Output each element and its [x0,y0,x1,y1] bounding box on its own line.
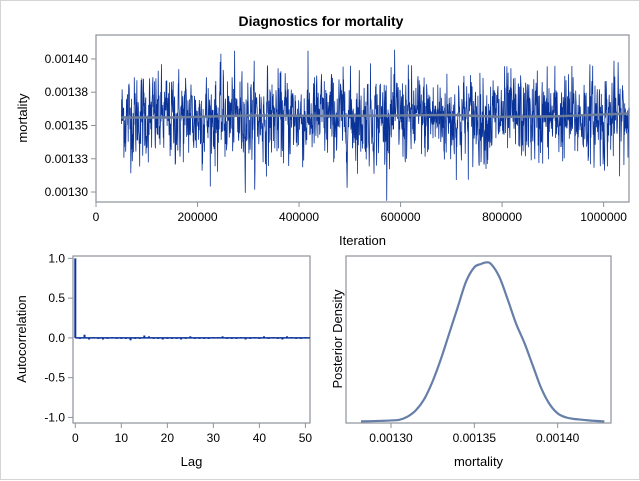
x-tick-label: 1000000 [580,210,627,224]
acf-bar [244,337,247,340]
acf-bar [143,335,146,338]
acf-bar [111,337,114,339]
acf-bar [281,337,284,340]
y-tick-label: 0.00130 [45,185,89,199]
acf-bar [161,337,164,340]
y-tick-label: 0.00135 [45,118,89,132]
x-tick-label: 0.00135 [453,431,497,445]
x-tick-label: 40 [253,431,267,445]
trace-plot: 0 200000 400000 600000 800000 1000000 0.00130 0… [15,34,630,248]
y-axis-label: mortality [15,93,30,143]
acf-bar [97,337,100,339]
acf-bar [299,337,302,339]
acf-bar [272,337,275,339]
density-plot: 0.00130 0.00135 0.00140 mortality Posterior … [330,255,612,469]
acf-bar [78,337,81,339]
y-tick-label: 0.5 [48,291,65,305]
autocorrelation-plot: 0 10 20 30 40 50 -1.0 -0.5 0.0 0.5 1.0 Lag Autocorre… [14,251,312,469]
smoothed-mean-line [121,112,630,119]
chart-title: Diagnostics for mortality [239,13,404,29]
acf-bar [267,337,270,339]
acf-bar [175,337,178,339]
acf-bar [295,337,298,339]
y-axis-label: Autocorrelation [14,295,29,382]
y-tick-label: -1.0 [44,410,65,424]
x-tick-label: 800000 [482,210,522,224]
y-tick-label: 0.0 [48,331,65,345]
acf-bar [276,337,279,339]
acf-bar [262,336,265,338]
y-tick-label: 1.0 [48,251,65,265]
x-tick-label: 200000 [178,210,218,224]
acf-bar [134,337,137,339]
acf-bar [170,337,173,339]
acf-bar [230,337,233,339]
acf-bar [166,337,169,339]
acf-bar [189,336,192,338]
y-tick-label: 0.00140 [45,52,89,66]
x-tick-label: 400000 [279,210,319,224]
x-tick-label: 0.00140 [536,431,580,445]
acf-bar [253,337,256,339]
y-tick-label: 0.00133 [45,152,89,166]
acf-bar [115,337,118,339]
x-tick-label: 30 [207,431,221,445]
acf-bar [239,337,242,339]
x-axis-label: Lag [181,454,203,469]
acf-bar [285,336,288,338]
acf-bar [74,258,77,338]
acf-bar [203,337,206,339]
x-tick-label: 0 [93,210,100,224]
acf-bar [304,337,307,339]
y-axis-label: Posterior Density [330,289,345,388]
acf-bar [235,337,238,339]
x-tick-label: 10 [115,431,129,445]
acf-bar [92,337,95,339]
acf-bar [226,337,229,339]
acf-bar [124,337,127,339]
acf-bar [83,334,86,338]
x-axis-label: Iteration [339,233,386,248]
acf-bar [180,337,183,340]
y-tick-label: -0.5 [44,371,65,385]
plot-frame [345,255,612,424]
y-tick-label: 0.00138 [45,85,89,99]
x-tick-label: 50 [299,431,313,445]
acf-bar [152,337,155,339]
acf-bar [212,337,215,339]
acf-bar [157,337,160,339]
acf-bar [88,337,91,340]
acf-bar [184,337,187,339]
trace-line [121,49,630,201]
x-tick-label: 0 [72,431,79,445]
acf-bar [101,337,104,340]
acf-bar [207,337,210,339]
density-curve [360,261,605,423]
acf-bar [106,337,109,339]
acf-bar [216,337,219,339]
x-tick-label: 600000 [381,210,421,224]
acf-bar [138,337,141,339]
acf-bar [221,336,224,338]
acf-bar [193,337,196,339]
acf-bar [290,337,293,339]
acf-bar [147,336,150,338]
x-tick-label: 0.00130 [369,431,413,445]
acf-bar [120,337,123,339]
acf-bar [198,337,201,339]
plot-frame [72,255,311,424]
x-axis-label: mortality [454,454,504,469]
acf-bar [249,337,252,339]
x-tick-label: 20 [161,431,175,445]
acf-bar [129,337,132,341]
acf-bar [258,337,261,339]
